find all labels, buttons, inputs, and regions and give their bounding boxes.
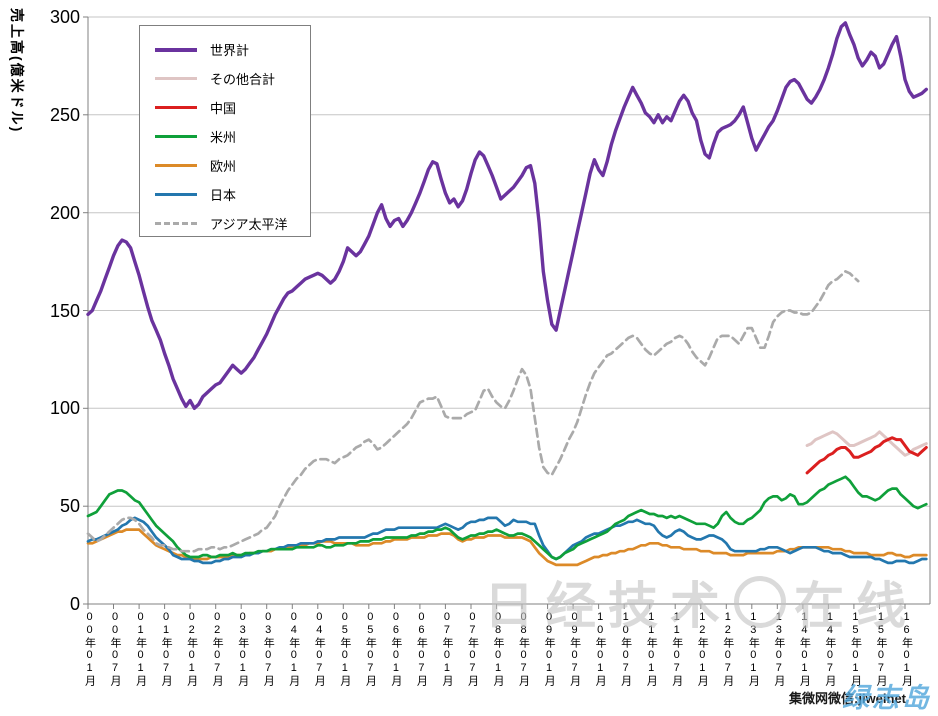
watermark-lvzhidao: 绿志岛 xyxy=(842,683,932,713)
legend-item-label: 日本 xyxy=(210,188,237,203)
legend-swatch-icon xyxy=(155,193,197,196)
legend-item: 世界計 xyxy=(140,35,310,64)
legend-item: その他合計 xyxy=(140,64,310,93)
x-tick-label: 14年01月 xyxy=(798,611,811,687)
x-tick-label: 11年07月 xyxy=(670,611,683,687)
x-tick-label: 07年01月 xyxy=(440,611,453,687)
legend-swatch-icon xyxy=(155,47,197,52)
x-tick-label: 09年07月 xyxy=(568,611,581,687)
x-tick-label: 13年01月 xyxy=(747,611,760,687)
series-line-日本 xyxy=(86,516,928,565)
x-tick-label: 12年01月 xyxy=(696,611,709,687)
x-tick-label: 00年07月 xyxy=(109,611,122,687)
legend-item-label: アジア太平洋 xyxy=(210,217,288,232)
x-tick-label: 01年01月 xyxy=(134,611,147,687)
x-tick-label: 10年07月 xyxy=(619,611,632,687)
legend-item: 米州 xyxy=(140,122,310,151)
series-line-世界計 xyxy=(86,21,928,410)
series-line-中国 xyxy=(805,436,928,475)
legend-item-label: 欧州 xyxy=(210,159,237,174)
legend-swatch-icon xyxy=(155,106,197,109)
x-tick-label: 09年01月 xyxy=(543,611,556,687)
y-tick-label: 100 xyxy=(49,398,80,419)
legend: 世界計その他合計中国米州欧州日本アジア太平洋 xyxy=(139,25,311,237)
x-tick-label: 05年01月 xyxy=(338,611,351,687)
x-tick-label: 04年01月 xyxy=(287,611,300,687)
legend-item-label: 世界計 xyxy=(210,43,250,58)
y-tick-label: 300 xyxy=(49,7,80,27)
x-tick-label: 00年01月 xyxy=(83,611,96,687)
x-tick-label: 16年01月 xyxy=(900,611,913,687)
x-tick-label: 11年01月 xyxy=(645,611,658,687)
x-tick-label: 07年07月 xyxy=(466,611,479,687)
x-tick-label: 03年01月 xyxy=(236,611,249,687)
legend-item-label: 米州 xyxy=(210,130,237,145)
x-tick-label: 02年01月 xyxy=(185,611,198,687)
legend-item: アジア太平洋 xyxy=(140,209,310,238)
legend-swatch-icon xyxy=(155,135,197,138)
series-line-米州 xyxy=(86,475,928,561)
x-tick-label: 06年01月 xyxy=(389,611,402,687)
y-tick-label: 200 xyxy=(49,202,80,223)
x-tick-label: 10年01月 xyxy=(594,611,607,687)
watermark-jiweiwang: 集微网微信:jiweinet xyxy=(789,691,907,706)
legend-item: 欧州 xyxy=(140,151,310,180)
series-line-その他合計 xyxy=(805,430,928,457)
legend-swatch-icon xyxy=(155,164,197,167)
x-tick-label: 08年07月 xyxy=(517,611,530,687)
y-tick-label: 50 xyxy=(59,496,80,517)
x-tick-label: 14年07月 xyxy=(823,611,836,687)
x-tick-label: 03年07月 xyxy=(262,611,275,687)
legend-swatch-icon xyxy=(155,222,197,225)
x-tick-label: 02年07月 xyxy=(211,611,224,687)
x-tick-label: 12年07月 xyxy=(721,611,734,687)
x-tick-label: 04年07月 xyxy=(313,611,326,687)
y-tick-label: 0 xyxy=(69,594,80,614)
legend-item-label: 中国 xyxy=(210,101,237,116)
x-tick-label: 13年07月 xyxy=(772,611,785,687)
x-tick-label: 08年01月 xyxy=(492,611,504,687)
y-tick-label: 250 xyxy=(49,104,80,125)
x-tick-label: 05年07月 xyxy=(364,611,377,687)
legend-swatch-icon xyxy=(155,77,197,80)
x-tick-label: 06年07月 xyxy=(415,611,428,687)
legend-item: 日本 xyxy=(140,180,310,209)
x-tick-label: 15年01月 xyxy=(849,611,862,687)
legend-item-label: その他合計 xyxy=(210,72,276,87)
x-tick-label: 01年07月 xyxy=(160,611,173,687)
legend-item: 中国 xyxy=(140,93,310,122)
series-line-アジア太平洋 xyxy=(86,270,860,553)
x-tick-label: 15年07月 xyxy=(874,611,887,687)
y-tick-label: 150 xyxy=(49,300,80,321)
